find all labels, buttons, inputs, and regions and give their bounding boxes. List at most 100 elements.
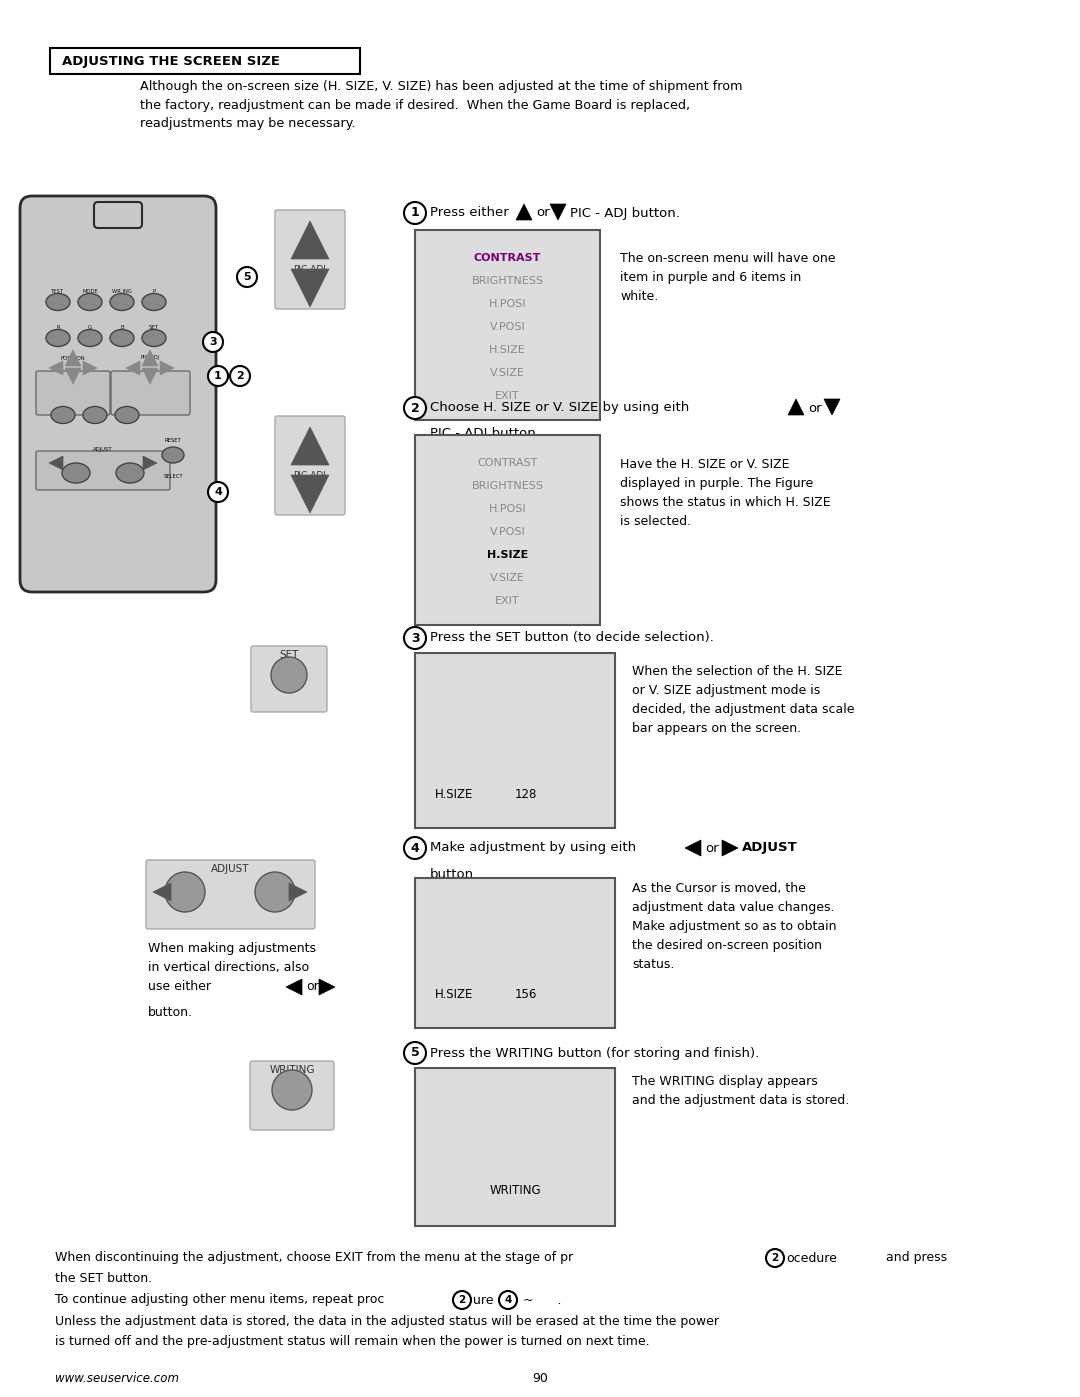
Circle shape [404, 627, 426, 650]
Polygon shape [141, 351, 158, 366]
Polygon shape [319, 979, 335, 995]
Text: 90: 90 [532, 1372, 548, 1384]
Text: MODE: MODE [82, 289, 98, 293]
Text: V.POSI: V.POSI [489, 527, 525, 536]
Circle shape [255, 872, 295, 912]
Ellipse shape [83, 407, 107, 423]
Text: PIC - ADJ button.: PIC - ADJ button. [570, 207, 680, 219]
Polygon shape [550, 204, 566, 219]
Polygon shape [153, 883, 171, 901]
Text: Have the H. SIZE or V. SIZE
displayed in purple. The Figure
shows the status in : Have the H. SIZE or V. SIZE displayed in… [620, 458, 831, 528]
Text: V.SIZE: V.SIZE [490, 573, 525, 583]
Text: WRITING: WRITING [489, 1183, 541, 1196]
Text: SET: SET [149, 326, 159, 330]
Ellipse shape [46, 330, 70, 346]
Ellipse shape [141, 293, 166, 310]
Text: V.POSI: V.POSI [489, 321, 525, 332]
Text: 4: 4 [410, 841, 419, 855]
Text: The on-screen menu will have one
item in purple and 6 items in
white.: The on-screen menu will have one item in… [620, 251, 836, 303]
Text: B: B [120, 326, 124, 330]
Text: 156: 156 [515, 988, 538, 1000]
Text: the SET button.: the SET button. [55, 1271, 152, 1284]
Bar [415, 652, 615, 828]
Circle shape [208, 482, 228, 502]
Text: Choose H. SIZE or V. SIZE by using eith: Choose H. SIZE or V. SIZE by using eith [430, 401, 689, 415]
Circle shape [499, 1291, 517, 1309]
Text: PIC-ADJ: PIC-ADJ [294, 471, 326, 479]
Ellipse shape [62, 462, 90, 483]
Circle shape [271, 657, 307, 693]
Polygon shape [126, 360, 140, 374]
Ellipse shape [110, 293, 134, 310]
Text: BRIGHTNESS: BRIGHTNESS [472, 481, 543, 490]
Circle shape [766, 1249, 784, 1267]
Text: SELECT: SELECT [163, 475, 183, 479]
Text: 2: 2 [237, 372, 244, 381]
Ellipse shape [51, 407, 75, 423]
Circle shape [272, 1070, 312, 1111]
Text: CONTRAST: CONTRAST [477, 458, 538, 468]
Text: H.POSI: H.POSI [488, 504, 526, 514]
Circle shape [165, 872, 205, 912]
Text: 1: 1 [410, 207, 419, 219]
Text: As the Cursor is moved, the
adjustment data value changes.
Make adjustment so as: As the Cursor is moved, the adjustment d… [632, 882, 837, 971]
Text: 4: 4 [504, 1295, 512, 1305]
Text: The WRITING display appears
and the adjustment data is stored.: The WRITING display appears and the adju… [632, 1076, 849, 1106]
Ellipse shape [46, 293, 70, 310]
FancyBboxPatch shape [36, 372, 110, 415]
Text: PIC - ADJ button.: PIC - ADJ button. [430, 427, 540, 440]
Text: P: P [152, 289, 156, 293]
FancyBboxPatch shape [36, 451, 170, 490]
Polygon shape [49, 360, 63, 374]
Polygon shape [291, 475, 329, 513]
Polygon shape [788, 400, 804, 415]
Text: or: or [808, 401, 822, 415]
Polygon shape [65, 351, 81, 366]
Text: 3: 3 [210, 337, 217, 346]
Circle shape [404, 1042, 426, 1065]
FancyBboxPatch shape [251, 645, 327, 712]
Polygon shape [143, 455, 157, 469]
Text: Make adjustment by using eith: Make adjustment by using eith [430, 841, 636, 855]
Circle shape [208, 366, 228, 386]
Text: BRIGHTNESS: BRIGHTNESS [472, 277, 543, 286]
Polygon shape [65, 367, 81, 384]
Text: ADJUST: ADJUST [211, 863, 249, 875]
Text: 2: 2 [410, 401, 419, 415]
Text: 5: 5 [243, 272, 251, 282]
Ellipse shape [78, 330, 102, 346]
Text: PIC-ADJ: PIC-ADJ [140, 355, 160, 360]
Text: 2: 2 [771, 1253, 779, 1263]
Text: 128: 128 [515, 788, 538, 802]
Bar [415, 434, 600, 624]
FancyBboxPatch shape [275, 210, 345, 309]
Polygon shape [291, 270, 329, 307]
FancyBboxPatch shape [111, 372, 190, 415]
Text: WR ING: WR ING [112, 289, 132, 293]
Polygon shape [289, 883, 307, 901]
Text: 4: 4 [214, 488, 221, 497]
Text: and press: and press [862, 1252, 947, 1264]
Text: WRITING: WRITING [269, 1065, 314, 1076]
FancyBboxPatch shape [21, 196, 216, 592]
Bar [415, 231, 600, 420]
Text: ADJUST: ADJUST [93, 447, 112, 453]
Text: or: or [306, 981, 319, 993]
Circle shape [203, 332, 222, 352]
Bar [415, 877, 615, 1028]
Circle shape [453, 1291, 471, 1309]
Text: R: R [56, 326, 59, 330]
Text: EXIT: EXIT [496, 391, 519, 401]
Text: G: G [87, 326, 92, 330]
Text: ,: , [232, 369, 237, 383]
Polygon shape [516, 204, 532, 219]
Polygon shape [49, 455, 63, 469]
Circle shape [404, 203, 426, 224]
Text: When discontinuing the adjustment, choose EXIT from the menu at the stage of pr: When discontinuing the adjustment, choos… [55, 1252, 573, 1264]
Ellipse shape [116, 462, 144, 483]
Text: www.seuservice.com: www.seuservice.com [55, 1372, 179, 1384]
FancyBboxPatch shape [94, 203, 141, 228]
Polygon shape [160, 360, 174, 374]
Text: button.: button. [148, 1006, 193, 1018]
Ellipse shape [141, 330, 166, 346]
